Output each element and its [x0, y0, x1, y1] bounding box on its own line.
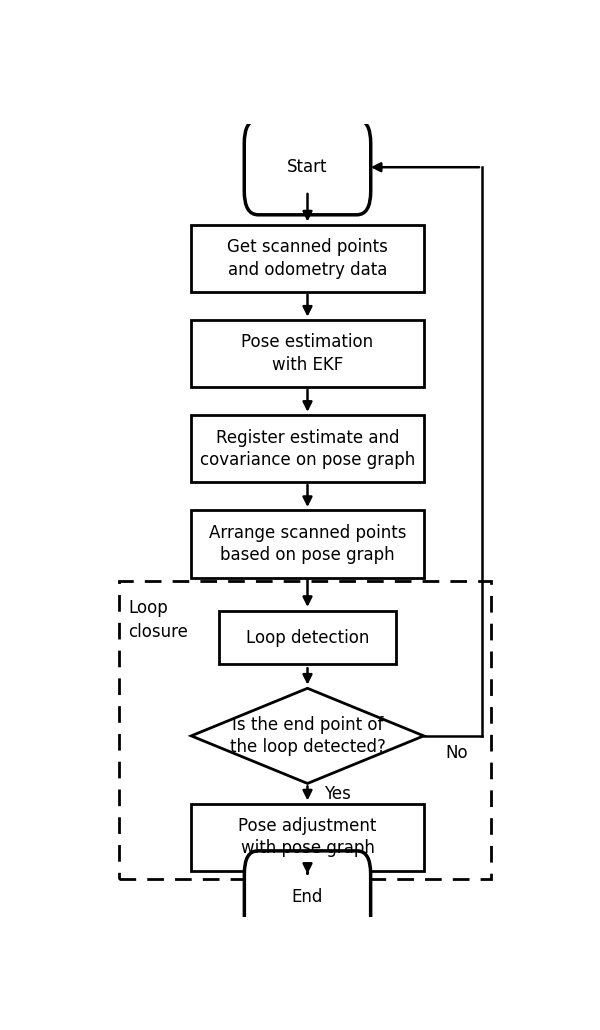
- FancyBboxPatch shape: [244, 119, 371, 215]
- Text: Start: Start: [287, 159, 328, 176]
- Text: Register estimate and
covariance on pose graph: Register estimate and covariance on pose…: [200, 428, 415, 469]
- Text: No: No: [445, 744, 467, 761]
- FancyBboxPatch shape: [191, 803, 424, 871]
- Text: Arrange scanned points
based on pose graph: Arrange scanned points based on pose gra…: [209, 524, 406, 564]
- Text: Loop
closure: Loop closure: [128, 599, 188, 641]
- Text: Get scanned points
and odometry data: Get scanned points and odometry data: [227, 238, 388, 278]
- FancyBboxPatch shape: [244, 851, 371, 942]
- FancyBboxPatch shape: [219, 611, 396, 664]
- Bar: [119, 581, 491, 879]
- FancyBboxPatch shape: [191, 320, 424, 387]
- Text: Is the end point of
the loop detected?: Is the end point of the loop detected?: [230, 716, 385, 756]
- Text: End: End: [292, 888, 323, 905]
- Text: Loop detection: Loop detection: [246, 628, 369, 647]
- FancyBboxPatch shape: [191, 415, 424, 482]
- FancyBboxPatch shape: [191, 510, 424, 578]
- Text: Yes: Yes: [324, 785, 350, 802]
- Text: Pose estimation
with EKF: Pose estimation with EKF: [241, 334, 374, 374]
- Text: Pose adjustment
with pose graph: Pose adjustment with pose graph: [238, 817, 377, 858]
- Polygon shape: [191, 688, 424, 784]
- FancyBboxPatch shape: [191, 225, 424, 293]
